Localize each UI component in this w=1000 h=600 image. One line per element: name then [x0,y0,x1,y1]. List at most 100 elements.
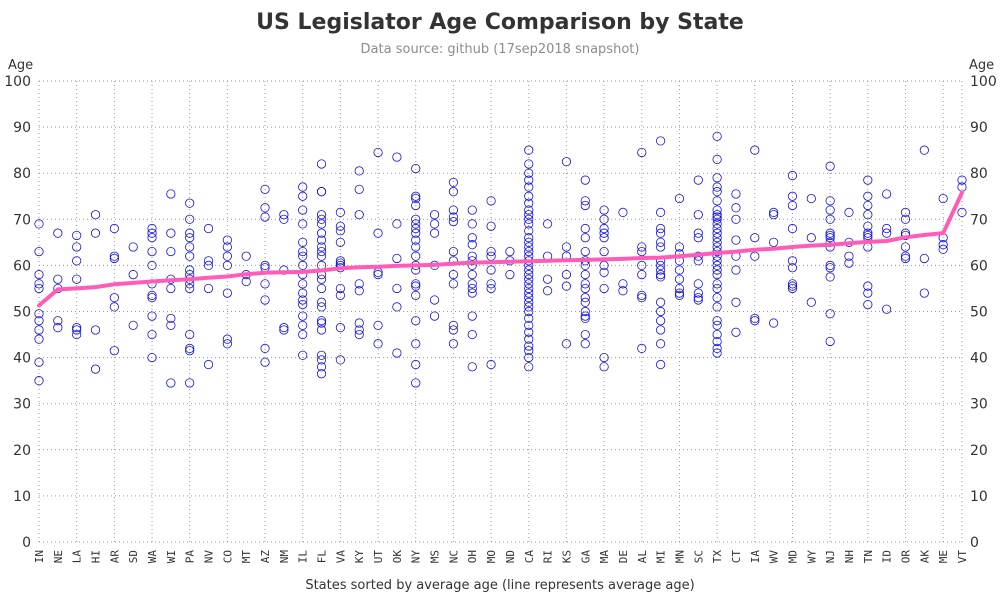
legislator-point [109,251,119,261]
legislator-point [316,274,327,284]
legislator-point [712,256,722,266]
legislator-point [561,339,572,349]
legislator-point [448,246,459,257]
legislator-point [72,256,82,266]
legislator-point [693,293,703,303]
legislator-point [900,214,911,224]
legislator-point [637,246,647,257]
legislator-point [580,279,590,289]
legislator-point [580,246,590,257]
legislator-point [524,270,534,280]
average-age-line-layer [37,190,964,308]
legislator-point [335,237,345,247]
legislator-point [712,173,722,183]
state-label: MS [429,550,442,563]
state-label: SC [692,550,705,563]
legislator-point [279,325,289,335]
legislator-point [222,288,232,298]
legislator-point [185,343,195,353]
legislator-point [505,246,515,257]
legislator-point [354,286,364,296]
legislator-point [580,311,590,321]
state-label: MA [598,550,611,564]
legislator-point [185,378,195,388]
legislator-point [712,279,722,289]
legislator-point [693,288,703,298]
legislator-point [166,228,176,238]
legislator-point [599,283,609,294]
legislator-point [524,362,534,372]
legislator-point [90,325,101,335]
legislator-point [373,270,383,280]
legislator-point [128,320,138,330]
legislator-point [599,246,609,257]
legislator-point [561,270,572,280]
legislator-point [335,207,345,217]
state-label: FL [316,550,329,564]
legislator-points [34,131,967,388]
state-label: NY [410,550,423,564]
legislator-point [467,311,477,321]
legislator-point [354,279,364,289]
legislator-point [411,316,421,326]
legislator-point [580,293,590,303]
legislator-point [147,311,157,321]
legislator-point [279,210,289,220]
legislator-point [316,325,327,335]
legislator-point [825,161,835,171]
legislator-point [109,346,119,356]
legislator-point [166,320,176,330]
legislator-point [279,214,289,224]
legislator-point [750,316,760,326]
legislator-point [147,223,157,234]
legislator-point [185,214,195,224]
legislator-point [354,325,364,335]
legislator-point [693,228,703,238]
legislator-point [335,258,345,268]
legislator-point [844,258,854,268]
legislator-point [524,288,534,298]
legislator-point [298,299,308,310]
legislator-point [109,293,119,303]
legislator-point [561,281,572,291]
legislator-point [656,265,666,275]
legislator-point [599,267,609,277]
legislator-point [260,263,270,273]
legislator-point [524,297,534,307]
y-tick-label-left: 60 [13,258,31,274]
legislator-point [919,288,929,298]
legislator-point [580,329,590,340]
legislator-point [712,270,722,280]
legislator-point [825,205,835,215]
legislator-point [429,219,440,229]
y-axis-label-left: Age [8,58,33,73]
legislator-point [411,242,421,252]
legislator-point [109,302,119,312]
legislator-point [825,309,835,319]
legislator-point [712,154,722,164]
legislator-point [316,242,327,252]
legislator-point [298,279,308,289]
legislator-point [411,193,421,204]
y-tick-label-right: 20 [970,443,988,459]
legislator-point [411,251,421,261]
legislator-point [825,228,835,238]
legislator-point [863,228,873,238]
legislator-point [429,311,440,321]
legislator-point [260,212,270,222]
legislator-point [712,302,722,312]
legislator-point [524,226,534,236]
legislator-point [203,283,214,294]
legislator-point [524,214,534,224]
legislator-point [72,230,82,241]
state-label: MN [673,550,686,563]
legislator-point [750,145,760,155]
legislator-point [806,297,816,307]
legislator-point [298,295,308,305]
legislator-point [185,265,195,275]
state-label: AK [918,550,931,564]
legislator-point [712,283,722,294]
legislator-point [524,320,534,330]
legislator-point [429,210,440,220]
